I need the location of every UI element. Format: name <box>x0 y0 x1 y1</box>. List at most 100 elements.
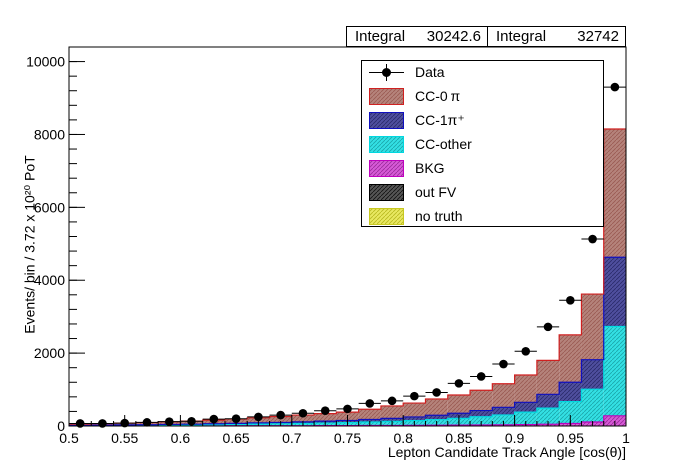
legend-label: CC-0 π <box>415 88 461 104</box>
data-point <box>499 359 508 369</box>
data-point <box>521 346 531 356</box>
bar-cc-1- <box>470 410 493 417</box>
stats-value: 30242.6 <box>426 28 481 45</box>
bar-cc-0- <box>269 416 292 423</box>
stats-box-2: Integral 32742 <box>487 26 626 47</box>
bar-cc-0- <box>536 360 560 395</box>
bar-cc-1- <box>425 415 448 420</box>
bar-cc-0- <box>470 390 493 411</box>
data-point <box>209 414 219 424</box>
stats-label: Integral <box>496 28 547 45</box>
x-axis-title: Lepton Candidate Track Angle [cos(θ)] <box>387 444 626 460</box>
bar-cc-1- <box>536 394 560 409</box>
legend-swatch-icon <box>369 88 404 105</box>
legend-swatch-icon <box>369 160 404 177</box>
data-point <box>454 379 464 388</box>
data-point <box>320 406 330 415</box>
bar-cc-other <box>603 326 626 416</box>
x-tick-label: 0.85 <box>445 430 472 446</box>
legend-label: Data <box>415 64 445 80</box>
bar-cc-other <box>514 412 537 425</box>
x-tick-label: 0.65 <box>222 430 249 446</box>
stats-value: 32742 <box>577 28 619 45</box>
bar-cc-1- <box>380 418 404 422</box>
bar-cc-0- <box>314 413 337 422</box>
legend-entry-cc1pi: CC-1π⁺ <box>362 109 603 133</box>
x-tick-label: 0.8 <box>393 430 413 446</box>
y-tick-label: 6000 <box>34 199 65 215</box>
y-tick-label: 8000 <box>34 126 65 142</box>
data-point <box>610 82 620 92</box>
bar-cc-1- <box>603 257 626 327</box>
legend-label: BKG <box>415 160 445 176</box>
legend-label: CC-other <box>415 136 472 152</box>
y-tick-label: 2000 <box>34 345 65 361</box>
bar-cc-0- <box>514 374 537 403</box>
bar-cc-0- <box>291 415 315 422</box>
legend-entry-notruth: no truth <box>362 205 603 229</box>
bar-bkg <box>603 415 626 426</box>
x-tick-label: 0.95 <box>557 430 584 446</box>
legend-entry-ccother: CC-other <box>362 133 603 157</box>
bar-cc-0- <box>425 399 448 416</box>
x-tick-label: 0.6 <box>171 430 191 446</box>
y-tick-label: 10000 <box>26 54 65 70</box>
bar-cc-1- <box>492 407 515 415</box>
data-point <box>432 388 441 397</box>
legend-swatch-icon <box>369 184 404 201</box>
data-point <box>543 322 553 332</box>
data-point <box>276 410 285 420</box>
bar-cc-0- <box>447 395 471 414</box>
legend: Data CC-0 π CC-1π⁺ CC-other BKG out FV <box>361 60 604 227</box>
stats-label: Integral <box>355 28 406 45</box>
bar-cc-0- <box>559 334 582 383</box>
legend-swatch-icon <box>369 208 404 225</box>
x-tick-label: 0.9 <box>505 430 525 446</box>
bar-cc-other <box>581 389 604 422</box>
bar-cc-1- <box>403 416 426 421</box>
legend-entry-cc0pi: CC-0 π <box>362 85 603 109</box>
bar-cc-1- <box>559 382 582 402</box>
bar-cc-1- <box>581 359 604 390</box>
stats-box-1: Integral 30242.6 <box>346 26 488 47</box>
y-axis-title: Events/ bin / 3.72 x 10²⁰ PoT <box>21 155 38 334</box>
bar-cc-0- <box>403 403 426 417</box>
legend-entry-data: Data <box>362 61 603 85</box>
bar-cc-0- <box>581 294 604 360</box>
legend-entry-bkg: BKG <box>362 157 603 181</box>
data-point <box>410 391 419 401</box>
x-tick-label: 1 <box>622 430 630 446</box>
legend-entry-outfv: out FV <box>362 181 603 205</box>
bar-cc-0- <box>492 383 515 408</box>
bar-cc-other <box>492 414 515 425</box>
data-point <box>476 372 486 381</box>
data-point <box>254 412 263 422</box>
bar-cc-other <box>470 416 493 425</box>
data-points <box>69 82 626 428</box>
legend-marker-icon <box>369 64 404 81</box>
legend-label: CC-1π⁺ <box>415 112 465 128</box>
bar-cc-1- <box>358 419 381 423</box>
legend-label: out FV <box>415 184 457 200</box>
legend-swatch-icon <box>369 136 404 153</box>
data-point <box>365 399 375 408</box>
y-tick-label: 0 <box>57 418 65 434</box>
bar-cc-0- <box>603 128 626 258</box>
data-point <box>298 408 308 418</box>
x-tick-label: 0.75 <box>334 430 361 446</box>
x-tick-label: 0.7 <box>282 430 302 446</box>
bar-cc-1- <box>514 402 537 413</box>
legend-swatch-icon <box>369 112 404 129</box>
data-point <box>588 234 597 244</box>
bar-cc-0- <box>380 405 404 419</box>
bar-cc-0- <box>358 409 381 420</box>
x-tick-label: 0.5 <box>59 430 79 446</box>
data-point <box>343 404 352 414</box>
data-point <box>566 295 575 305</box>
x-tick-label: 0.55 <box>111 430 138 446</box>
legend-label: no truth <box>415 208 463 224</box>
bar-cc-other <box>559 401 582 424</box>
axes: 0.5 0.55 0.6 0.65 0.7 0.75 0.8 0.85 0.9 0.95 1 0 200… <box>26 46 630 446</box>
bar-cc-other <box>536 408 560 425</box>
